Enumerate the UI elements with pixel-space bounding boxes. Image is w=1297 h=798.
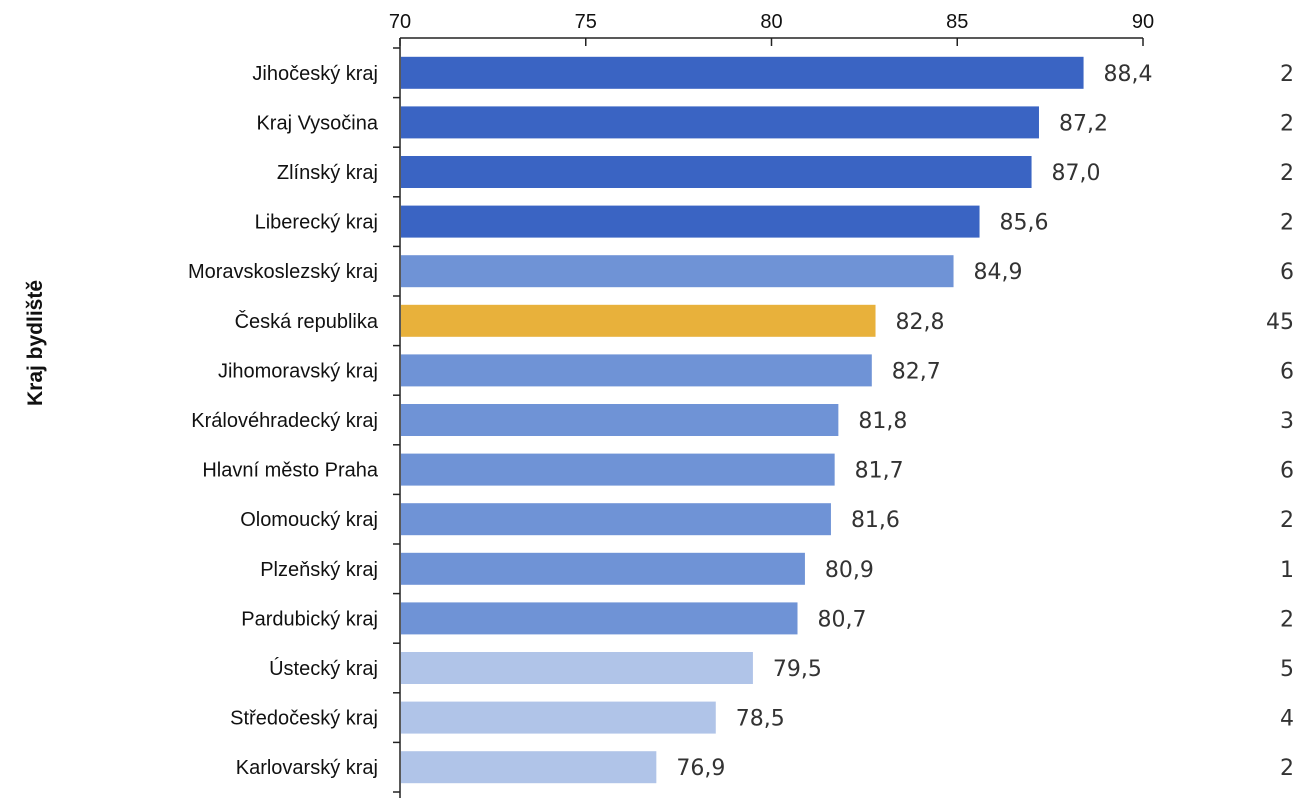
right-count-label: 2 — [1280, 756, 1294, 781]
category-label: Jihočeský kraj — [252, 63, 378, 85]
x-tick-label: 85 — [946, 11, 968, 33]
right-count-label: 2 — [1280, 211, 1294, 236]
right-count-label: 45 — [1266, 310, 1294, 335]
bar — [401, 404, 839, 436]
right-count-label: 6 — [1280, 359, 1294, 384]
value-label: 85,6 — [1000, 211, 1049, 236]
value-label: 81,7 — [855, 459, 904, 484]
right-count-label: 2 — [1280, 607, 1294, 632]
value-label: 78,5 — [736, 707, 785, 732]
value-label: 88,4 — [1104, 62, 1153, 87]
bar — [401, 701, 716, 734]
bar — [401, 602, 798, 635]
right-count-label: 6 — [1280, 459, 1294, 484]
right-count-label: 5 — [1280, 657, 1294, 682]
category-label: Zlínský kraj — [277, 162, 378, 184]
value-label: 79,5 — [773, 657, 822, 682]
category-label: Pardubický kraj — [241, 608, 378, 630]
category-label: Jihomoravský kraj — [218, 360, 378, 382]
labels-group: Jihočeský kraj 88,4 2 Kraj Vysočina 87,2 2 Zlí… — [188, 62, 1294, 781]
bar — [401, 56, 1084, 89]
right-count-label: 6 — [1280, 260, 1294, 285]
value-label: 81,6 — [851, 508, 900, 533]
right-count-label: 2 — [1280, 111, 1294, 136]
category-label: Středočeský kraj — [230, 708, 378, 730]
bar — [401, 552, 805, 585]
bar — [401, 354, 872, 387]
value-label: 84,9 — [974, 260, 1023, 285]
x-tick-label: 90 — [1132, 11, 1154, 33]
category-label: Královéhradecký kraj — [191, 410, 378, 432]
value-label: 76,9 — [676, 756, 725, 781]
value-label: 82,7 — [892, 359, 941, 384]
x-tick-label: 70 — [389, 11, 411, 33]
x-tick-label: 75 — [575, 11, 597, 33]
bar — [401, 453, 835, 486]
right-count-label: 2 — [1280, 508, 1294, 533]
value-label: 81,8 — [858, 409, 907, 434]
category-label: Olomoucký kraj — [240, 509, 378, 531]
value-label: 82,8 — [896, 310, 945, 335]
category-label: Ústecký kraj — [269, 657, 378, 680]
value-label: 87,0 — [1052, 161, 1101, 186]
bar — [401, 205, 980, 238]
right-count-label: 2 — [1280, 62, 1294, 87]
category-label: Hlavní město Praha — [202, 460, 379, 482]
bar — [401, 106, 1039, 139]
bar — [401, 255, 954, 288]
category-label: Plzeňský kraj — [260, 559, 378, 581]
category-label: Česká republika — [235, 310, 379, 333]
category-label: Kraj Vysočina — [256, 112, 378, 134]
value-label: 87,2 — [1059, 111, 1108, 136]
right-count-label: 3 — [1280, 409, 1294, 434]
bar — [401, 503, 831, 536]
category-label: Liberecký kraj — [255, 212, 378, 234]
bar — [401, 751, 657, 784]
right-count-label: 4 — [1280, 707, 1294, 732]
y-axis-title: Kraj bydliště — [24, 280, 47, 406]
category-label: Karlovarský kraj — [236, 757, 378, 779]
right-count-label: 1 — [1280, 558, 1294, 583]
x-tick-label: 80 — [760, 11, 782, 33]
value-label: 80,7 — [818, 607, 867, 632]
bar — [401, 304, 876, 337]
bars-group — [401, 56, 1084, 784]
bar — [401, 156, 1032, 188]
bar — [401, 652, 753, 684]
right-count-label: 2 — [1280, 161, 1294, 186]
category-label: Moravskoslezský kraj — [188, 261, 378, 283]
axis-group: 70 75 80 85 90 — [389, 11, 1154, 798]
value-label: 80,9 — [825, 558, 874, 583]
